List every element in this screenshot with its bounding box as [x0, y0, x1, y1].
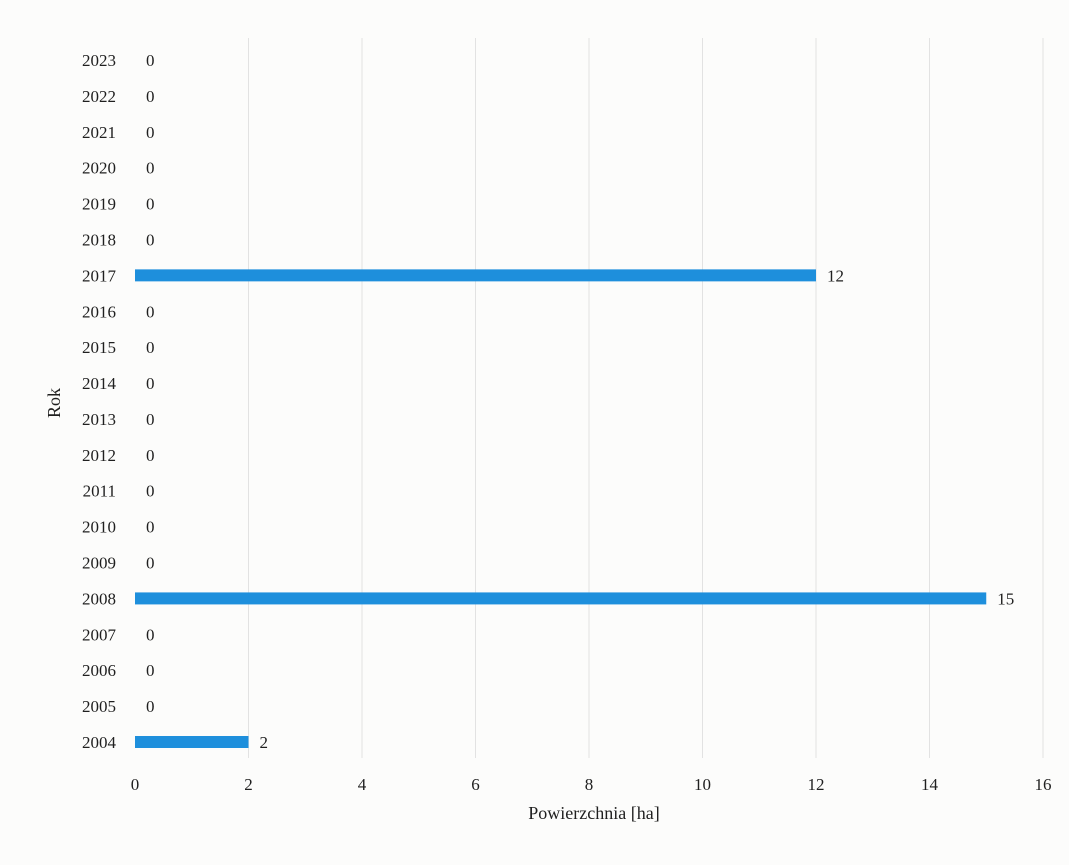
data-label-2004: 2 — [260, 733, 269, 752]
y-tick-label-2014: 2014 — [82, 374, 117, 393]
y-tick-label-2017: 2017 — [82, 266, 117, 285]
data-label-2013: 0 — [146, 410, 155, 429]
y-tick-label-2008: 2008 — [82, 589, 116, 608]
y-tick-label-2006: 2006 — [82, 661, 116, 680]
data-label-2009: 0 — [146, 554, 155, 573]
y-tick-label-2004: 2004 — [82, 733, 117, 752]
x-tick-label-6: 6 — [471, 775, 480, 794]
y-tick-label-2021: 2021 — [82, 123, 116, 142]
data-label-2005: 0 — [146, 697, 155, 716]
bar-2008 — [135, 592, 987, 605]
x-tick-label-14: 14 — [921, 775, 939, 794]
y-tick-label-2010: 2010 — [82, 518, 116, 537]
y-tick-label-2018: 2018 — [82, 230, 116, 249]
x-tick-label-16: 16 — [1035, 775, 1052, 794]
data-label-2014: 0 — [146, 374, 155, 393]
bars — [135, 269, 987, 748]
y-tick-label-2023: 2023 — [82, 51, 116, 70]
labels: 0 2 4 6 8 10 12 14 16 2004 2 2005 0 2006 0 2007 0 2008 15 2… — [82, 51, 1052, 794]
data-label-2012: 0 — [146, 446, 155, 465]
x-tick-label-0: 0 — [131, 775, 140, 794]
data-label-2018: 0 — [146, 230, 155, 249]
data-label-2008: 15 — [997, 589, 1014, 608]
data-label-2016: 0 — [146, 302, 155, 321]
x-tick-label-8: 8 — [585, 775, 594, 794]
data-label-2017: 12 — [827, 266, 844, 285]
data-label-2007: 0 — [146, 625, 155, 644]
data-label-2021: 0 — [146, 123, 155, 142]
y-tick-label-2020: 2020 — [82, 159, 116, 178]
y-tick-label-2005: 2005 — [82, 697, 116, 716]
data-label-2019: 0 — [146, 195, 155, 214]
y-tick-label-2015: 2015 — [82, 338, 116, 357]
x-tick-label-4: 4 — [358, 775, 367, 794]
y-axis-title: Rok — [44, 388, 64, 418]
y-tick-label-2007: 2007 — [82, 625, 117, 644]
data-label-2011: 0 — [146, 482, 155, 501]
data-label-2006: 0 — [146, 661, 155, 680]
y-tick-label-2009: 2009 — [82, 554, 116, 573]
bar-2017 — [135, 269, 816, 282]
y-tick-label-2012: 2012 — [82, 446, 116, 465]
data-label-2022: 0 — [146, 87, 155, 106]
x-tick-label-2: 2 — [244, 775, 253, 794]
x-tick-label-12: 12 — [808, 775, 825, 794]
x-tick-label-10: 10 — [694, 775, 711, 794]
data-label-2020: 0 — [146, 159, 155, 178]
y-tick-label-2022: 2022 — [82, 87, 116, 106]
grid — [248, 38, 1044, 758]
x-axis-title: Powierzchnia [ha] — [528, 803, 659, 823]
y-tick-label-2016: 2016 — [82, 302, 116, 321]
y-tick-label-2011: 2011 — [83, 482, 116, 501]
data-label-2010: 0 — [146, 518, 155, 537]
y-tick-label-2019: 2019 — [82, 195, 116, 214]
y-tick-label-2013: 2013 — [82, 410, 116, 429]
bar-2004 — [135, 736, 249, 748]
data-label-2015: 0 — [146, 338, 155, 357]
data-label-2023: 0 — [146, 51, 155, 70]
